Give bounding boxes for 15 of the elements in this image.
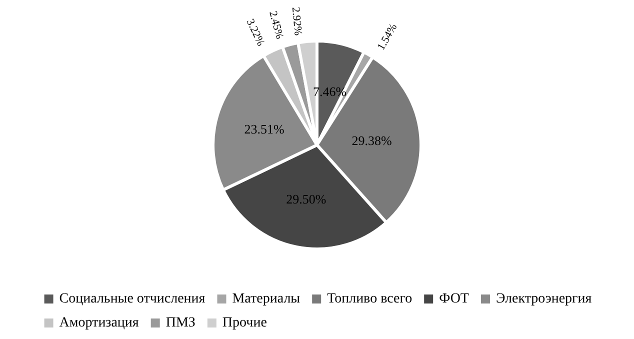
legend-label: Электроэнергия: [496, 292, 592, 306]
legend-label: Прочие: [222, 316, 267, 330]
legend-label: Амортизация: [59, 316, 140, 330]
legend-label: ФОТ: [439, 292, 470, 306]
data-label: 29.38%: [352, 132, 392, 148]
data-label: 23.51%: [244, 122, 285, 137]
data-label: 2.45%: [266, 10, 286, 40]
data-label: 29.50%: [286, 191, 326, 206]
legend-label: ПМЗ: [166, 316, 196, 330]
data-label: 2.92%: [289, 6, 304, 36]
legend-label: Материалы: [232, 292, 301, 306]
legend-label: Социальные отчисления: [59, 292, 206, 306]
data-label: 1.54%: [375, 22, 400, 52]
legend-label: Топливо всего: [327, 292, 412, 306]
data-label: 3.22%: [244, 17, 267, 48]
